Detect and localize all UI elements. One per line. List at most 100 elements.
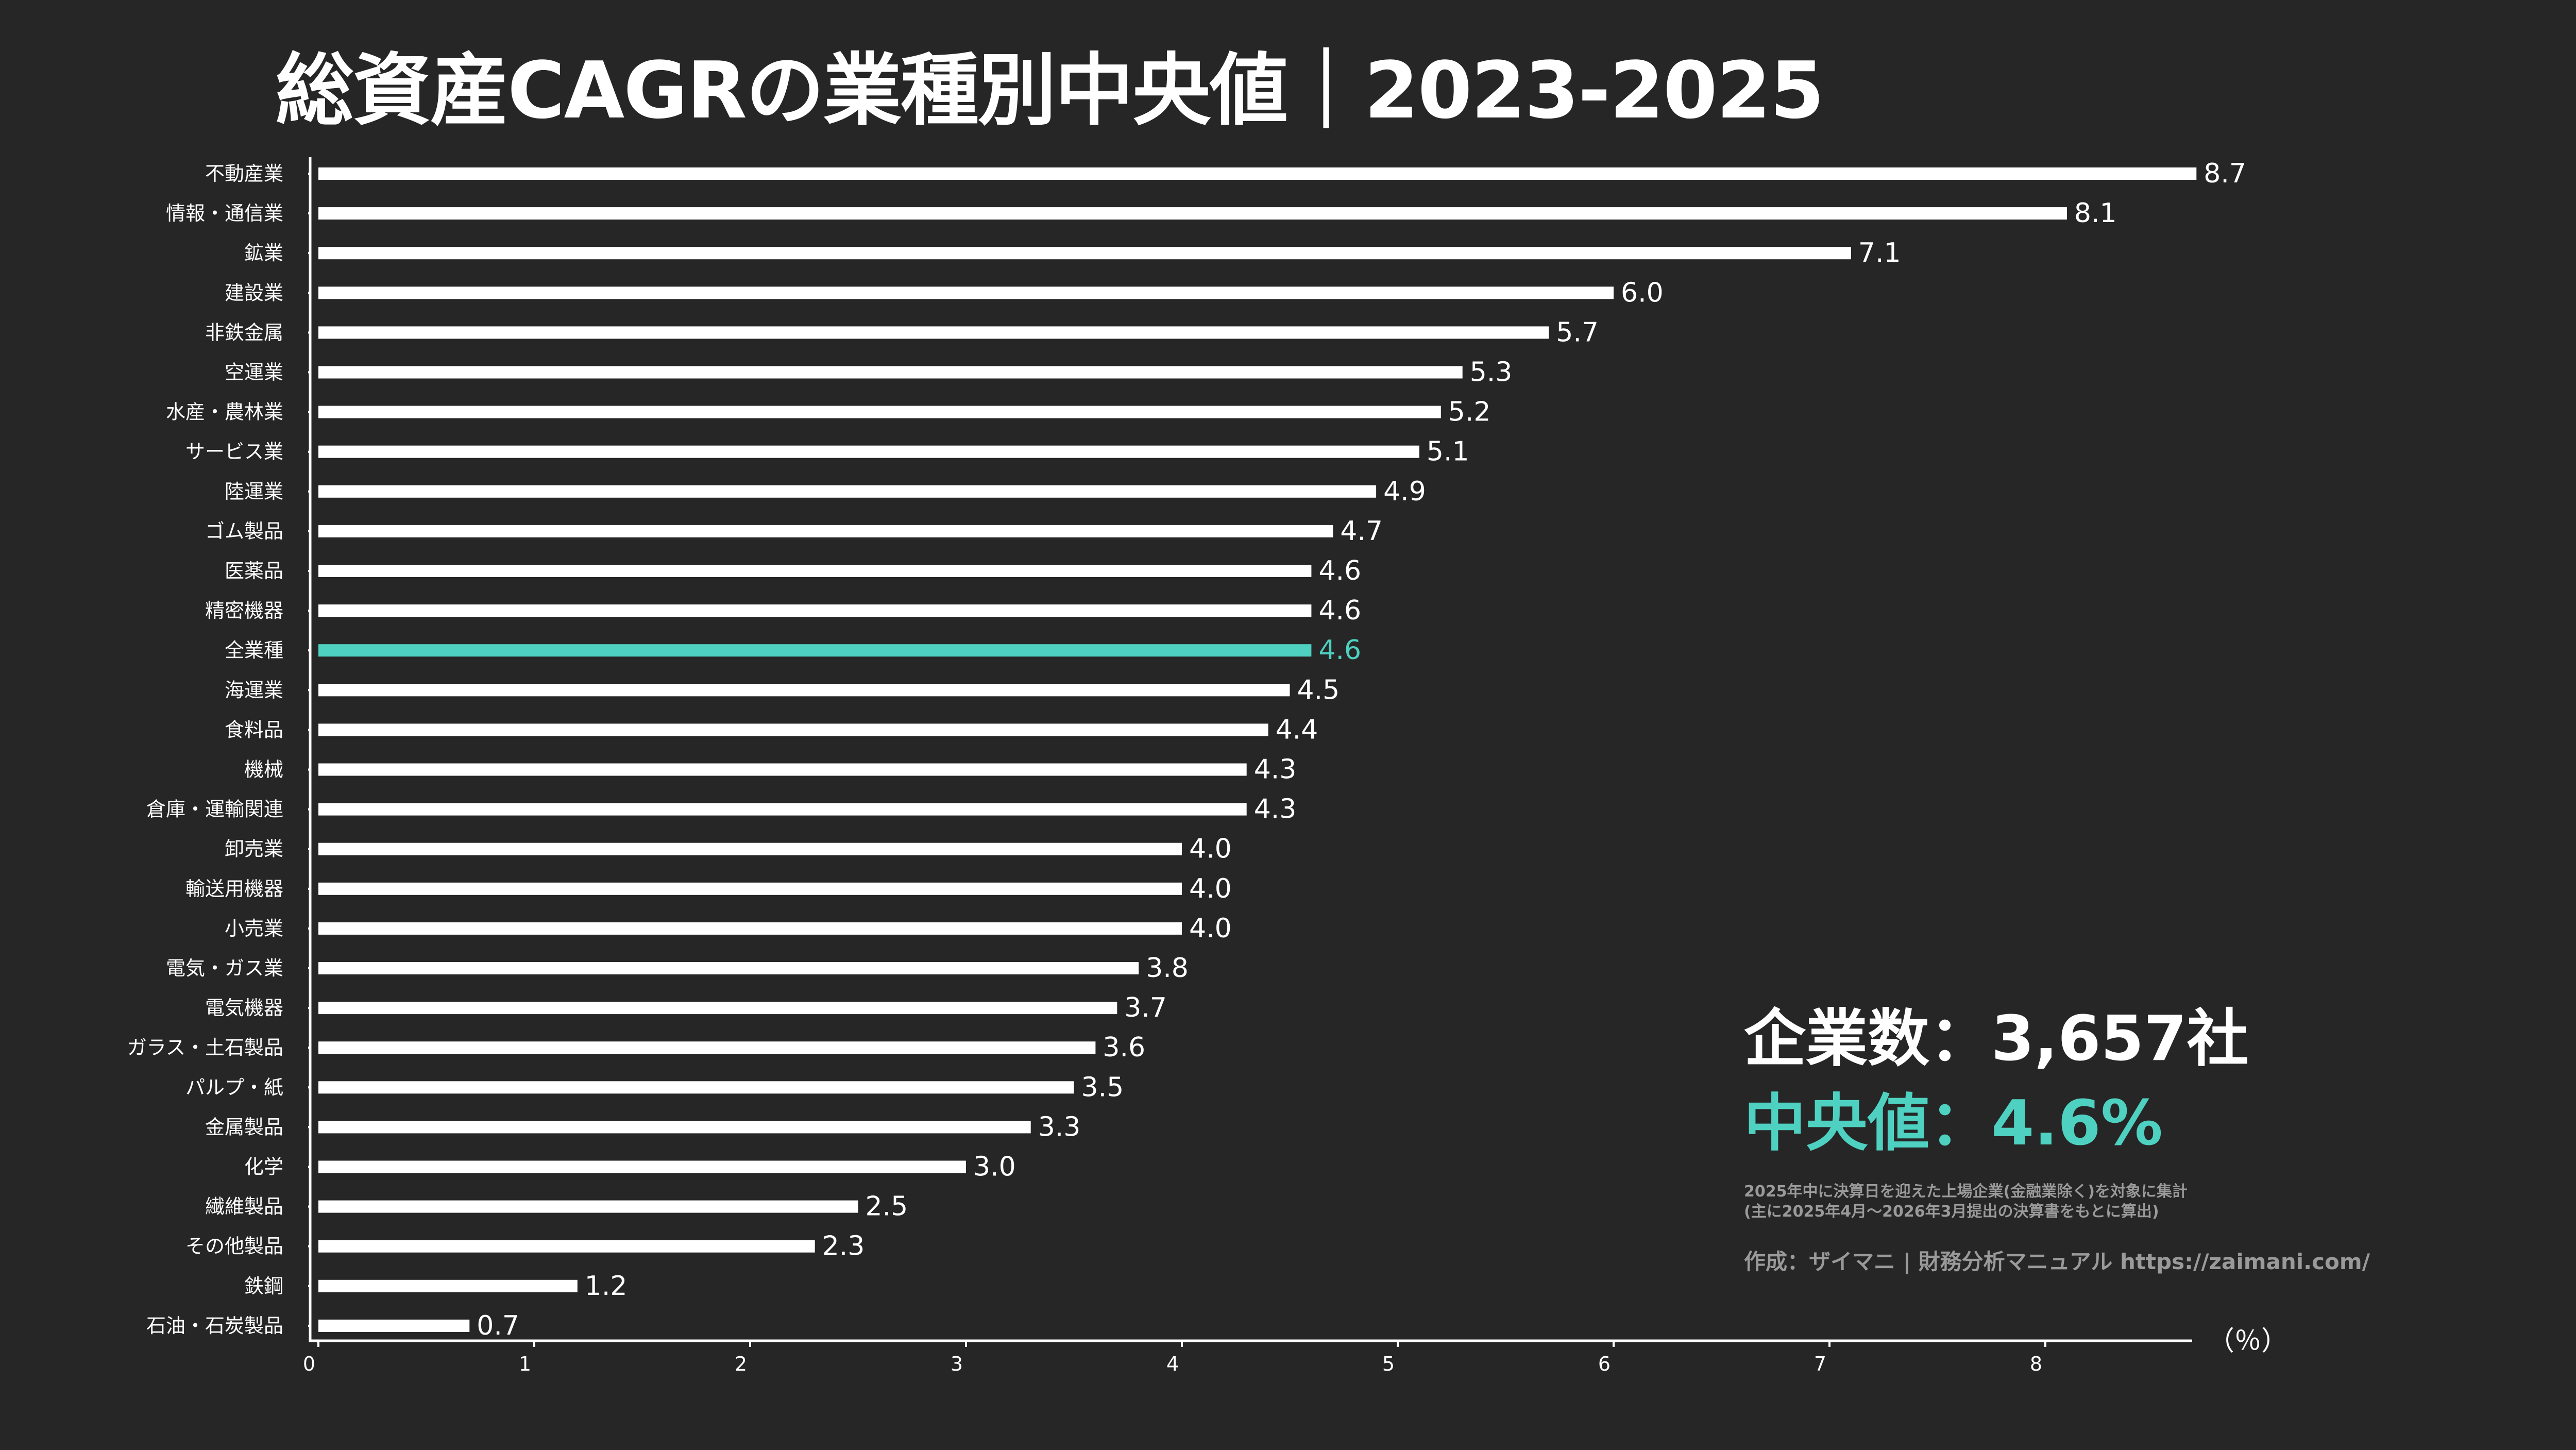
bar [318,326,1549,339]
value-label: 3.3 [1038,1111,1081,1142]
value-label: 3.5 [1081,1072,1124,1103]
category-label: 海運業 [225,679,283,701]
category-label: 機械 [244,758,283,781]
value-label: 4.6 [1318,635,1361,666]
category-label: 倉庫・運輸関連 [146,798,283,821]
category-label: 非鉄金属 [205,321,283,344]
category-label: 食料品 [225,718,283,741]
bar [318,644,1312,657]
value-label: 4.6 [1318,555,1361,586]
bar [318,763,1247,776]
value-label: 7.1 [1858,238,1901,268]
credit-line: 作成：ザイマニ | 財務分析マニュアル https://zaimani.com/ [1744,1249,2370,1274]
bar [318,167,2197,180]
value-label: 2.5 [866,1191,908,1222]
category-label: ゴム製品 [205,520,283,543]
value-label: 6.0 [1621,277,1664,308]
value-label: 5.3 [1470,357,1513,388]
note-line-2: (主に2025年4月〜2026年3月提出の決算書をもとに算出) [1744,1203,2159,1221]
bar [318,1279,578,1292]
bar [318,922,1182,935]
bar [318,366,1463,379]
x-tick-label: 4 [1166,1353,1179,1375]
category-label: 化学 [244,1156,283,1178]
value-label: 4.7 [1340,516,1383,547]
bar [318,1002,1117,1015]
bar [318,882,1182,895]
x-tick-label: 6 [1598,1353,1611,1375]
category-label: サービス業 [185,441,283,463]
value-label: 3.6 [1103,1032,1145,1063]
category-label: その他製品 [185,1235,283,1258]
category-label: 情報・通信業 [166,202,283,225]
bar [318,803,1247,816]
value-label: 4.3 [1254,754,1297,785]
note-line-1: 2025年中に決算日を迎えた上場企業(金融業除く)を対象に集計 [1744,1183,2188,1201]
value-label: 1.2 [585,1271,628,1302]
value-label: 8.1 [2074,198,2117,229]
bar [318,1121,1031,1134]
bar [318,842,1182,855]
value-label: 2.3 [822,1231,865,1262]
value-label: 3.0 [973,1152,1016,1183]
value-label: 4.5 [1297,675,1340,705]
x-unit-label: （％） [2208,1326,2288,1357]
bar [318,962,1139,974]
bar [318,1240,815,1253]
category-label: 空運業 [225,361,283,384]
bar [318,604,1312,617]
bar [318,565,1312,577]
value-label: 4.6 [1318,595,1361,626]
x-tick-label: 3 [951,1353,963,1375]
category-label: 鉱業 [244,242,283,264]
value-label: 4.0 [1189,873,1232,904]
category-label: 水産・農林業 [166,401,283,424]
value-label: 3.7 [1124,992,1167,1023]
x-tick-label: 8 [2030,1353,2042,1375]
value-label: 0.7 [477,1310,519,1341]
bar [318,207,2067,220]
axes-layer: 0 1 2 3 4 5 6 7 8 （％） [303,157,2288,1375]
value-label: 4.0 [1189,913,1232,944]
category-label: 鉄鋼 [244,1275,283,1297]
category-label: 全業種 [225,639,283,662]
x-tick-label: 0 [303,1353,315,1375]
value-label: 3.8 [1146,953,1189,984]
bar [318,684,1290,697]
bars-layer: 不動産業 8.7 情報・通信業 8.1 鉱業 7.1 建設業 6.0 非鉄金属 5.7 空運業 5.3… [127,158,2246,1341]
chart-title: 総資産CAGRの業種別中央値｜2023-2025 [276,45,1824,136]
x-tick-label: 2 [735,1353,747,1375]
x-tick-label: 5 [1382,1353,1395,1375]
bar [318,525,1333,537]
category-label: パルプ・紙 [185,1076,283,1099]
company-count: 企業数：3,657社 [1744,1003,2249,1075]
value-label: 4.0 [1189,834,1232,865]
value-label: 5.7 [1556,317,1599,348]
bar [318,1160,966,1173]
value-label: 4.3 [1254,794,1297,825]
category-label: 卸売業 [225,838,283,861]
category-label: 精密機器 [205,599,283,622]
x-tick-label: 1 [519,1353,531,1375]
bar [318,1319,470,1332]
category-label: 金属製品 [205,1116,283,1138]
value-label: 4.4 [1276,714,1318,745]
bar [318,1081,1074,1094]
category-label: 繊維製品 [205,1195,283,1218]
bar [318,723,1268,736]
category-label: 石油・石炭製品 [146,1314,283,1337]
category-label: 医薬品 [225,560,283,582]
category-label: 陸運業 [225,480,283,503]
value-label: 8.7 [2204,158,2246,189]
bar [318,1041,1096,1054]
bar [318,485,1377,498]
category-label: 電気機器 [205,997,283,1019]
info-box: 企業数：3,657社 中央値：4.6% 2025年中に決算日を迎えた上場企業(金… [1744,1002,2370,1276]
bar [318,286,1614,299]
category-label: ガラス・土石製品 [127,1036,283,1059]
bar [318,406,1441,418]
bar [318,247,1851,260]
bar [318,445,1419,458]
category-label: 輸送用機器 [185,878,283,900]
